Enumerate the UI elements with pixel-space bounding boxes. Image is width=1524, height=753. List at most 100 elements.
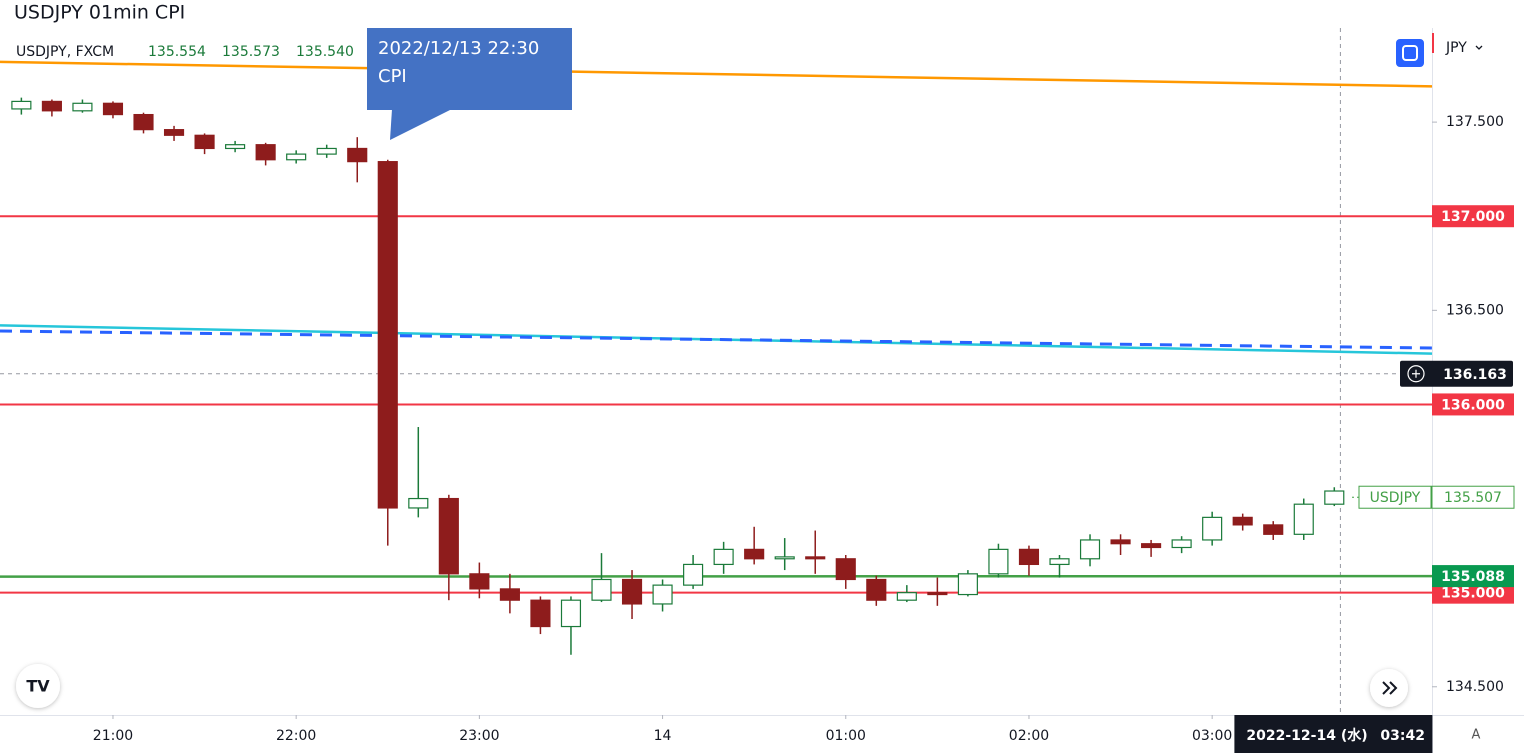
trend-line-label-box [1432,565,1514,588]
price-line-label-box [1432,393,1514,416]
candle-body [194,134,215,150]
candle-body [347,147,368,163]
candle-body [1110,539,1131,545]
candle-body [1049,558,1070,566]
candle-body [835,558,856,581]
x-tick-label: 14 [654,728,672,744]
trend-line [0,60,1432,88]
last-price-name-box [1358,485,1432,509]
price-line-label: 136.000 [1441,397,1505,413]
candle-body [530,599,551,628]
candle-body [1293,503,1314,535]
candle-body [1171,539,1192,549]
candle-body [1202,516,1223,541]
scale-mode-button[interactable]: A [1472,728,1481,743]
crosshair-time-label: 03:42 [1380,728,1425,744]
callout-pointer [390,109,452,140]
candle-body [11,100,32,110]
trend-line [0,574,1432,578]
candle-body [957,573,978,596]
crosshair-price-box [1400,360,1513,387]
candle-body [1324,490,1345,505]
callout-text: 2022/12/13 22:30 [378,38,539,59]
legend-value: 135.554 [148,44,206,60]
candle-body [469,573,490,590]
crosshair-price-label: 136.163 [1443,367,1507,383]
candle-body [102,102,124,116]
candle-body [41,100,62,112]
legend-value: 135.573 [222,44,280,60]
callout-text: CPI [378,66,407,87]
candle-body [927,592,948,596]
candle-body [652,584,673,605]
y-tick-label: 136.500 [1446,302,1504,318]
x-tick-label: 21:00 [93,728,133,744]
candle-body [438,497,459,575]
crosshair-plus-icon [1412,369,1420,378]
price-marker [1432,33,1434,53]
overlay: 137.500 136.500 134.500 21:00 22:00 23:00 14 01… [93,114,1515,753]
candle-body [774,556,795,560]
candle-body [316,147,337,155]
price-line-label: 135.000 [1441,586,1505,602]
last-price-name: USDJPY [1370,490,1421,506]
candle-body [683,563,704,586]
crosshair-time-box [1234,715,1433,753]
candle-body [621,578,643,605]
candle-body [408,497,429,509]
x-tick-label: 22:00 [276,728,316,744]
candle-body [225,144,246,150]
price-line-label-box [1432,205,1514,228]
candle-body [499,588,520,601]
candle-body [255,144,276,161]
candle-body [1018,548,1040,566]
last-price-box [1431,485,1515,509]
candle-body [560,599,582,628]
price-line-label-box [1432,581,1514,604]
chart-title: USDJPY 01min CPI [14,2,185,24]
y-tick-label: 134.500 [1446,679,1504,695]
candle-body [866,578,887,601]
x-tick-label: 02:00 [1009,728,1049,744]
candle-body [133,113,154,131]
scroll-icon [1382,681,1398,695]
y-tick-label: 137.500 [1446,114,1504,130]
currency-caret [1475,45,1483,50]
x-tick-label: 23:00 [459,728,499,744]
candle-body [1263,524,1284,535]
plot-area [0,28,1432,715]
annotation-callout: 2022/12/13 22:30 CPI [367,28,572,140]
last-price-label: 135.507 [1444,490,1502,506]
settings-icon [1402,45,1418,61]
candle-body [1232,516,1253,526]
callout-box [367,28,572,110]
candle-body [591,578,612,601]
candle-body [988,548,1009,575]
crosshair-plus-icon [1407,365,1425,383]
candle-body [896,592,917,601]
trend-line-label: 135.088 [1441,569,1505,585]
candle-body [286,153,307,161]
logo-glyph: 𝗧𝗩 [26,677,50,696]
candle-body [805,556,826,560]
candle-body [377,161,398,509]
price-line-label: 137.000 [1441,209,1505,225]
legend-symbol: USDJPY, FXCM [16,44,114,60]
candle-body [1141,543,1162,549]
settings-button[interactable] [1396,39,1424,67]
x-tick-label: 01:00 [826,728,866,744]
candle-body [72,102,93,112]
crosshair-date-label: 2022-12-14 (水) [1246,727,1367,744]
candle-body [713,548,734,566]
currency-selector[interactable]: JPY [1445,40,1467,56]
x-tick-label: 03:00 [1192,728,1232,744]
candle-body [744,548,765,560]
candle-body [163,129,185,136]
trend-line [0,324,1432,355]
logo-badge[interactable] [16,664,60,708]
candle-body [1079,539,1101,560]
legend-value: 135.540 [296,44,354,60]
